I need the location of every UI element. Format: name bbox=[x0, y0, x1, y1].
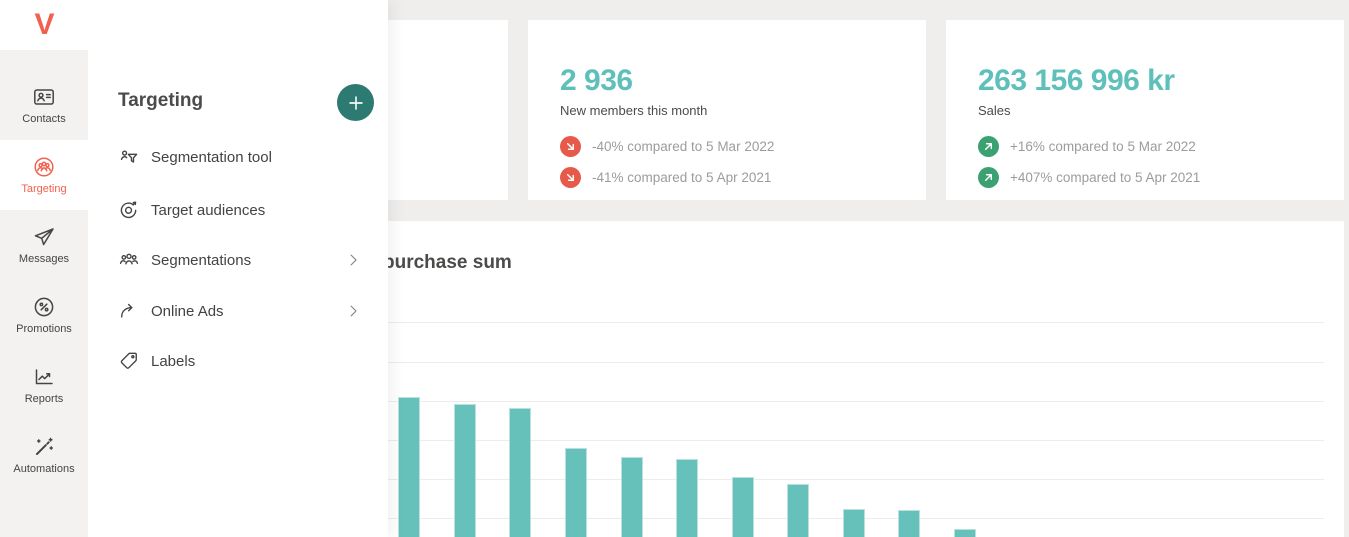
stat-value: 2 936 bbox=[560, 64, 633, 97]
sidebar-item-label: Automations bbox=[13, 463, 75, 475]
flyout-item-label: Online Ads bbox=[151, 302, 224, 320]
stat-label: Sales bbox=[978, 103, 1011, 118]
sidebar: V Contacts Targeting bbox=[0, 0, 88, 537]
add-new-button[interactable] bbox=[337, 84, 374, 121]
trend-up-icon bbox=[978, 135, 999, 157]
brand-logo-letter: V bbox=[34, 8, 54, 41]
chart-gridline bbox=[128, 479, 1324, 480]
trend-down-icon bbox=[560, 135, 581, 157]
chart-gridline bbox=[128, 401, 1324, 402]
promotions-icon bbox=[34, 297, 54, 317]
online-ads-icon bbox=[120, 303, 133, 318]
brand-logo[interactable]: V bbox=[0, 0, 88, 50]
sidebar-item-label: Contacts bbox=[22, 113, 66, 125]
sidebar-item-promotions[interactable]: Promotions bbox=[0, 280, 88, 350]
chart-bar[interactable] bbox=[898, 510, 920, 537]
chart-gridline bbox=[128, 322, 1324, 323]
contacts-icon bbox=[34, 89, 54, 105]
targeting-icon bbox=[34, 157, 54, 177]
chart-bar[interactable] bbox=[565, 448, 587, 537]
chart-title: purchase sum bbox=[383, 252, 512, 273]
chart-bar[interactable] bbox=[454, 404, 476, 537]
chart-bar[interactable] bbox=[398, 397, 420, 537]
messages-icon bbox=[34, 228, 54, 246]
chart-bar[interactable] bbox=[621, 457, 643, 537]
labels-icon bbox=[120, 352, 137, 369]
comparison-text: -41% compared to 5 Apr 2021 bbox=[592, 169, 772, 185]
chart-bar[interactable] bbox=[732, 477, 754, 537]
plus-icon bbox=[348, 95, 363, 110]
segmentations-icon bbox=[119, 253, 139, 265]
sidebar-item-automations[interactable]: Automations bbox=[0, 420, 88, 490]
comparison-row: -41% compared to 5 Apr 2021 bbox=[560, 166, 926, 188]
comparison-text: +407% compared to 5 Apr 2021 bbox=[1010, 169, 1201, 185]
sidebar-item-label: Messages bbox=[18, 253, 70, 265]
comparison-list: +16% compared to 5 Mar 2022 +407% compar… bbox=[978, 135, 1344, 188]
chevron-right-icon bbox=[344, 302, 362, 320]
flyout-item-labels[interactable]: Labels bbox=[88, 346, 388, 376]
sidebar-item-targeting[interactable]: Targeting bbox=[0, 140, 88, 210]
flyout-item-target-audiences[interactable]: Target audiences bbox=[88, 195, 388, 225]
flyout-item-segmentations[interactable]: Segmentations bbox=[88, 245, 388, 275]
flyout-item-label: Segmentation tool bbox=[151, 148, 272, 166]
comparison-row: +407% compared to 5 Apr 2021 bbox=[978, 166, 1344, 188]
reports-icon bbox=[35, 369, 53, 385]
automations-icon bbox=[36, 437, 54, 455]
comparison-text: -40% compared to 5 Mar 2022 bbox=[592, 138, 775, 154]
flyout-item-online-ads[interactable]: Online Ads bbox=[88, 296, 388, 326]
sidebar-item-label: Promotions bbox=[16, 323, 72, 335]
flyout-item-label: Segmentations bbox=[151, 251, 252, 269]
chart-bar[interactable] bbox=[676, 459, 698, 537]
chart-bar[interactable] bbox=[509, 408, 531, 537]
stat-card: 263 156 996 kr Sales +16% compared to 5 … bbox=[946, 20, 1344, 200]
stat-value: 263 156 996 kr bbox=[978, 64, 1175, 97]
chart-gridline bbox=[128, 518, 1324, 519]
targeting-flyout-panel: Targeting Segmentation tool Target audie… bbox=[88, 0, 388, 537]
chevron-right-icon bbox=[344, 251, 362, 269]
chart-bar[interactable] bbox=[954, 529, 976, 537]
trend-up-icon bbox=[978, 166, 999, 188]
sidebar-item-reports[interactable]: Reports bbox=[0, 350, 88, 420]
comparison-row: +16% compared to 5 Mar 2022 bbox=[978, 135, 1344, 157]
chart-gridline bbox=[128, 362, 1324, 363]
sidebar-item-contacts[interactable]: Contacts bbox=[0, 70, 88, 140]
stat-card: 2 936 New members this month -40% compar… bbox=[528, 20, 926, 200]
flyout-title: Targeting bbox=[118, 90, 204, 111]
chart-bar[interactable] bbox=[787, 484, 809, 537]
sidebar-item-messages[interactable]: Messages bbox=[0, 210, 88, 280]
segmentation-tool-icon bbox=[120, 150, 138, 163]
chart-bar[interactable] bbox=[843, 509, 865, 537]
flyout-item-label: Labels bbox=[151, 352, 196, 370]
comparison-row: -40% compared to 5 Mar 2022 bbox=[560, 135, 926, 157]
target-audiences-icon bbox=[120, 201, 137, 219]
trend-down-icon bbox=[560, 166, 581, 188]
comparison-list: -40% compared to 5 Mar 2022 -41% compare… bbox=[560, 135, 926, 188]
stat-label: New members this month bbox=[560, 103, 708, 118]
comparison-text: +16% compared to 5 Mar 2022 bbox=[1010, 138, 1196, 154]
sidebar-item-label: Targeting bbox=[21, 183, 67, 195]
flyout-item-label: Target audiences bbox=[151, 201, 266, 219]
flyout-item-segmentation-tool[interactable]: Segmentation tool bbox=[88, 142, 388, 172]
sidebar-item-label: Reports bbox=[24, 393, 64, 405]
chart-gridline bbox=[128, 440, 1324, 441]
